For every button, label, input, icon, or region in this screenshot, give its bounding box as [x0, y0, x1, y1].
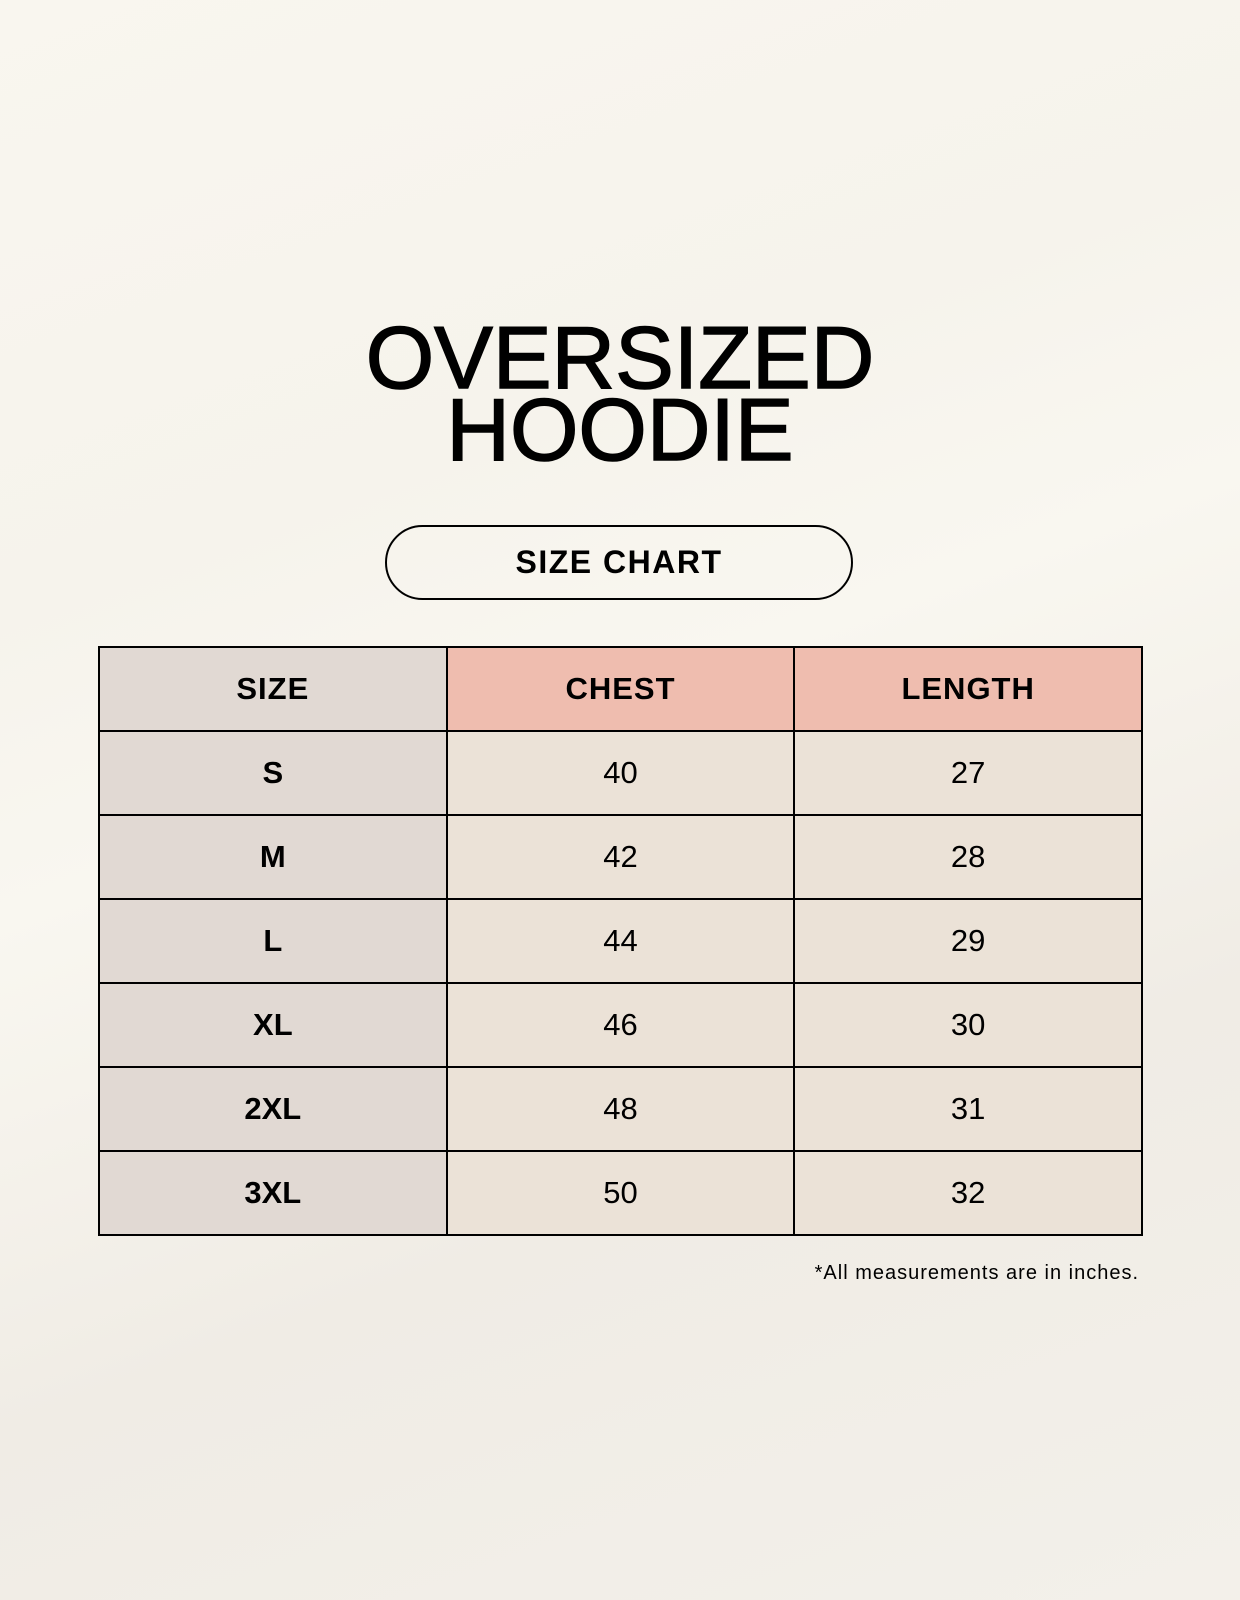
cell-chest: 40	[445, 730, 796, 816]
cell-length: 29	[793, 898, 1143, 984]
cell-size: 3XL	[98, 1150, 448, 1236]
table-row: L 44 29	[98, 898, 1143, 984]
cell-chest: 44	[445, 898, 796, 984]
table-row: M 42 28	[98, 814, 1143, 900]
title-line-1: OVERSIZED	[365, 308, 875, 407]
cell-size: XL	[98, 982, 448, 1068]
cell-size: S	[98, 730, 448, 816]
header-length: LENGTH	[793, 646, 1143, 732]
header-size: SIZE	[98, 646, 448, 732]
table-row: XL 46 30	[98, 982, 1143, 1068]
measurement-note: *All measurements are in inches.	[814, 1262, 1139, 1284]
cell-chest: 46	[445, 982, 796, 1068]
page-title: OVERSIZED HOODIE	[0, 308, 1240, 479]
cell-length: 32	[793, 1150, 1143, 1236]
size-table: SIZE CHEST LENGTH S 40 27 M 42 28 L 44 29 XL 46 30 2…	[98, 646, 1143, 1236]
cell-length: 30	[793, 982, 1143, 1068]
cell-size: M	[98, 814, 448, 900]
table-row: 2XL 48 31	[98, 1066, 1143, 1152]
header-chest: CHEST	[445, 646, 796, 732]
cell-chest: 42	[445, 814, 796, 900]
table-row: 3XL 50 32	[98, 1150, 1143, 1236]
cell-length: 27	[793, 730, 1143, 816]
cell-chest: 48	[445, 1066, 796, 1152]
size-chart-badge: SIZE CHART	[385, 525, 853, 600]
cell-length: 31	[793, 1066, 1143, 1152]
cell-size: L	[98, 898, 448, 984]
cell-length: 28	[793, 814, 1143, 900]
table-row: S 40 27	[98, 730, 1143, 816]
table-header-row: SIZE CHEST LENGTH	[98, 646, 1143, 732]
title-line-2: HOODIE	[446, 380, 795, 479]
cell-chest: 50	[445, 1150, 796, 1236]
cell-size: 2XL	[98, 1066, 448, 1152]
